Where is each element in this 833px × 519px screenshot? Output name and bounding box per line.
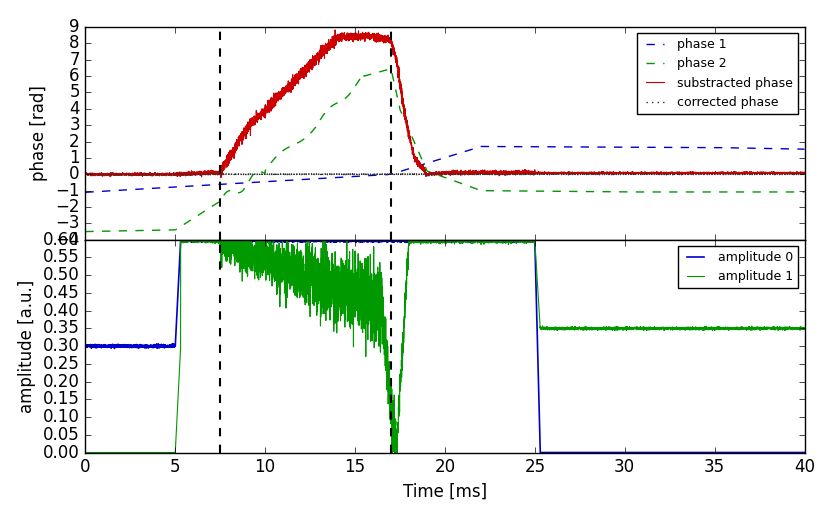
substracted phase [652, 169, 662, 175]
corrected phase [800, 171, 810, 177]
amplitude 0 [614, 449, 624, 456]
amplitude 1 [652, 325, 662, 332]
amplitude 1 [117, 449, 127, 456]
phase 2 [117, 228, 127, 234]
amplitude 0 [536, 449, 546, 456]
corrected phase [506, 171, 516, 177]
amplitude 0 [117, 343, 127, 349]
Y-axis label: amplitude [a.u.]: amplitude [a.u.] [18, 280, 36, 413]
corrected phase [157, 171, 167, 177]
amplitude 1 [506, 238, 516, 244]
phase 2 [506, 188, 516, 194]
Line: amplitude 1: amplitude 1 [85, 222, 805, 473]
phase 1 [506, 143, 516, 149]
corrected phase [652, 171, 662, 177]
amplitude 1 [392, 470, 402, 476]
X-axis label: Time [ms]: Time [ms] [403, 483, 487, 501]
amplitude 0 [80, 343, 90, 349]
phase 1 [117, 187, 127, 193]
phase 2 [800, 189, 810, 195]
substracted phase [117, 171, 127, 177]
Y-axis label: phase [rad]: phase [rad] [30, 86, 48, 181]
corrected phase [537, 171, 547, 177]
Line: corrected phase: corrected phase [85, 174, 805, 175]
phase 2 [341, 95, 351, 101]
phase 2 [80, 228, 90, 235]
substracted phase [537, 170, 547, 176]
phase 2 [537, 188, 547, 194]
amplitude 1 [614, 326, 624, 332]
phase 1 [800, 146, 810, 152]
substracted phase [330, 27, 340, 33]
phase 1 [537, 144, 547, 150]
corrected phase [686, 172, 696, 178]
amplitude 1 [537, 324, 547, 331]
substracted phase [506, 169, 516, 175]
amplitude 0 [652, 449, 662, 456]
amplitude 0 [341, 238, 351, 244]
phase 2 [614, 189, 624, 195]
Line: phase 1: phase 1 [85, 146, 805, 193]
Line: amplitude 0: amplitude 0 [85, 238, 805, 453]
substracted phase [800, 169, 810, 175]
phase 1 [652, 144, 662, 151]
amplitude 1 [227, 218, 237, 225]
Legend: phase 1, phase 2, substracted phase, corrected phase: phase 1, phase 2, substracted phase, cor… [637, 33, 798, 114]
phase 1 [476, 143, 486, 149]
Line: phase 2: phase 2 [85, 69, 805, 231]
amplitude 0 [537, 449, 547, 456]
substracted phase [614, 170, 624, 176]
corrected phase [341, 171, 351, 177]
substracted phase [341, 37, 351, 43]
amplitude 1 [800, 326, 810, 332]
amplitude 1 [341, 286, 351, 293]
amplitude 0 [386, 235, 396, 241]
phase 2 [386, 65, 396, 72]
phase 1 [80, 189, 90, 196]
corrected phase [614, 171, 624, 177]
amplitude 0 [800, 449, 810, 456]
corrected phase [117, 171, 127, 177]
Legend: amplitude 0, amplitude 1: amplitude 0, amplitude 1 [678, 246, 798, 288]
phase 1 [614, 144, 624, 150]
phase 1 [341, 174, 351, 180]
phase 2 [652, 189, 662, 195]
corrected phase [80, 171, 90, 177]
amplitude 1 [80, 449, 90, 456]
Line: substracted phase: substracted phase [85, 30, 805, 177]
substracted phase [80, 172, 90, 178]
amplitude 0 [506, 239, 516, 245]
substracted phase [216, 174, 226, 181]
